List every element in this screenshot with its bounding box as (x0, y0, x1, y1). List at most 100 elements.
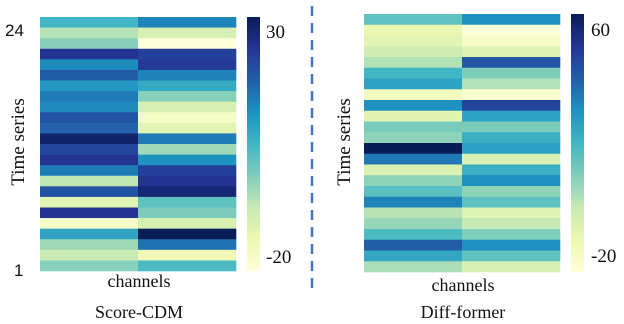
heatmap-cell (364, 186, 463, 198)
heatmap-cell (364, 35, 463, 47)
heatmap-cell (364, 132, 463, 144)
x-axis-label: channels (108, 271, 171, 291)
heatmap-cell (40, 27, 139, 39)
heatmap-score-cdm (40, 17, 237, 272)
heatmap-cell (40, 80, 139, 92)
heatmap-cell (462, 78, 561, 90)
heatmap-cell (364, 121, 463, 133)
heatmap-cell (138, 38, 237, 50)
heatmap-cell (462, 67, 561, 79)
heatmap-cell (40, 38, 139, 50)
heatmap-cell (138, 59, 237, 71)
heatmap-cell (462, 57, 561, 69)
heatmap-cell (40, 196, 139, 208)
colorbar-max-label: 60 (591, 20, 610, 41)
heatmap-cell (462, 250, 561, 262)
heatmap-cell (462, 207, 561, 219)
colorbar-min-label: -20 (266, 247, 291, 268)
heatmap-cell (364, 100, 463, 112)
heatmap-cell (138, 133, 237, 145)
heatmap-cell (462, 100, 561, 112)
heatmap-cell (462, 110, 561, 122)
heatmap-cell (462, 132, 561, 144)
y-axis-label: Time series (8, 98, 29, 185)
heatmap-diff-former (364, 14, 561, 273)
y-axis-label: Time series (334, 98, 355, 185)
heatmap-cell (40, 175, 139, 187)
heatmap-cell (364, 175, 463, 187)
heatmap-cell (40, 48, 139, 60)
heatmap-cell (138, 27, 237, 39)
heatmap-cell (40, 218, 139, 229)
heatmap-cell (462, 186, 561, 198)
panel-diff-former: Time series channels Diff-former 60 -20 (334, 14, 616, 322)
heatmap-cell (462, 229, 561, 241)
heatmap-cell (40, 101, 139, 113)
heatmap-cell (138, 207, 237, 219)
colorbar (571, 14, 584, 272)
heatmap-cell (40, 59, 139, 71)
heatmap-cell (462, 121, 561, 133)
heatmap-cell (462, 143, 561, 155)
heatmap-cell (364, 57, 463, 69)
heatmap-cell (138, 122, 237, 134)
heatmap-cell (364, 78, 463, 90)
heatmap-cell (138, 175, 237, 187)
chart-title: Score-CDM (95, 302, 183, 322)
heatmap-cell (40, 112, 139, 124)
colorbar-min-label: -20 (591, 246, 616, 267)
heatmap-cell (40, 207, 139, 219)
heatmap-cell (40, 133, 139, 145)
heatmap-cell (138, 17, 237, 28)
heatmap-cell (40, 186, 139, 198)
heatmap-cell (364, 46, 463, 58)
heatmap-cell (138, 112, 237, 124)
heatmap-cell (364, 89, 463, 101)
heatmap-cell (364, 196, 463, 208)
heatmap-cell (138, 144, 237, 155)
heatmap-cell (364, 143, 463, 155)
heatmap-cell (462, 261, 561, 273)
heatmap-cell (364, 153, 463, 165)
heatmap-cell (462, 89, 561, 101)
heatmap-cell (138, 228, 237, 240)
x-axis-label: channels (432, 275, 495, 295)
heatmap-cell (462, 153, 561, 165)
heatmap-cell (138, 196, 237, 208)
heatmap-cell (364, 261, 463, 273)
heatmap-cell (40, 249, 139, 261)
heatmap-cell (138, 165, 237, 177)
heatmap-cell (138, 101, 237, 113)
heatmap-cell (364, 250, 463, 262)
heatmap-cell (138, 80, 237, 92)
heatmap-cell (364, 164, 463, 176)
heatmap-cell (138, 48, 237, 60)
heatmap-cell (462, 175, 561, 187)
heatmap-cell (462, 239, 561, 251)
heatmap-cell (40, 69, 139, 81)
heatmap-cell (364, 67, 463, 79)
colorbar (247, 17, 260, 271)
heatmap-cell (138, 69, 237, 81)
heatmap-cell (40, 154, 139, 166)
heatmap-cell (364, 229, 463, 241)
heatmap-cell (462, 14, 561, 26)
heatmap-cell (462, 164, 561, 176)
heatmap-cell (462, 218, 561, 230)
heatmap-cell (40, 17, 139, 28)
panel-score-cdm: 24 1 Time series channels Score-CDM 30 -… (5, 17, 291, 322)
heatmap-cell (364, 239, 463, 251)
heatmap-cell (40, 144, 139, 155)
y-tick-top: 24 (5, 21, 24, 40)
heatmap-cell (40, 165, 139, 177)
heatmap-cell (462, 35, 561, 47)
heatmap-cell (40, 91, 139, 102)
heatmap-cell (40, 122, 139, 134)
colorbar-max-label: 30 (266, 22, 285, 43)
heatmap-cell (462, 196, 561, 208)
heatmap-cell (40, 228, 139, 240)
heatmap-cell (364, 110, 463, 122)
heatmap-cell (462, 24, 561, 36)
heatmap-cell (462, 46, 561, 58)
heatmap-cell (40, 239, 139, 251)
